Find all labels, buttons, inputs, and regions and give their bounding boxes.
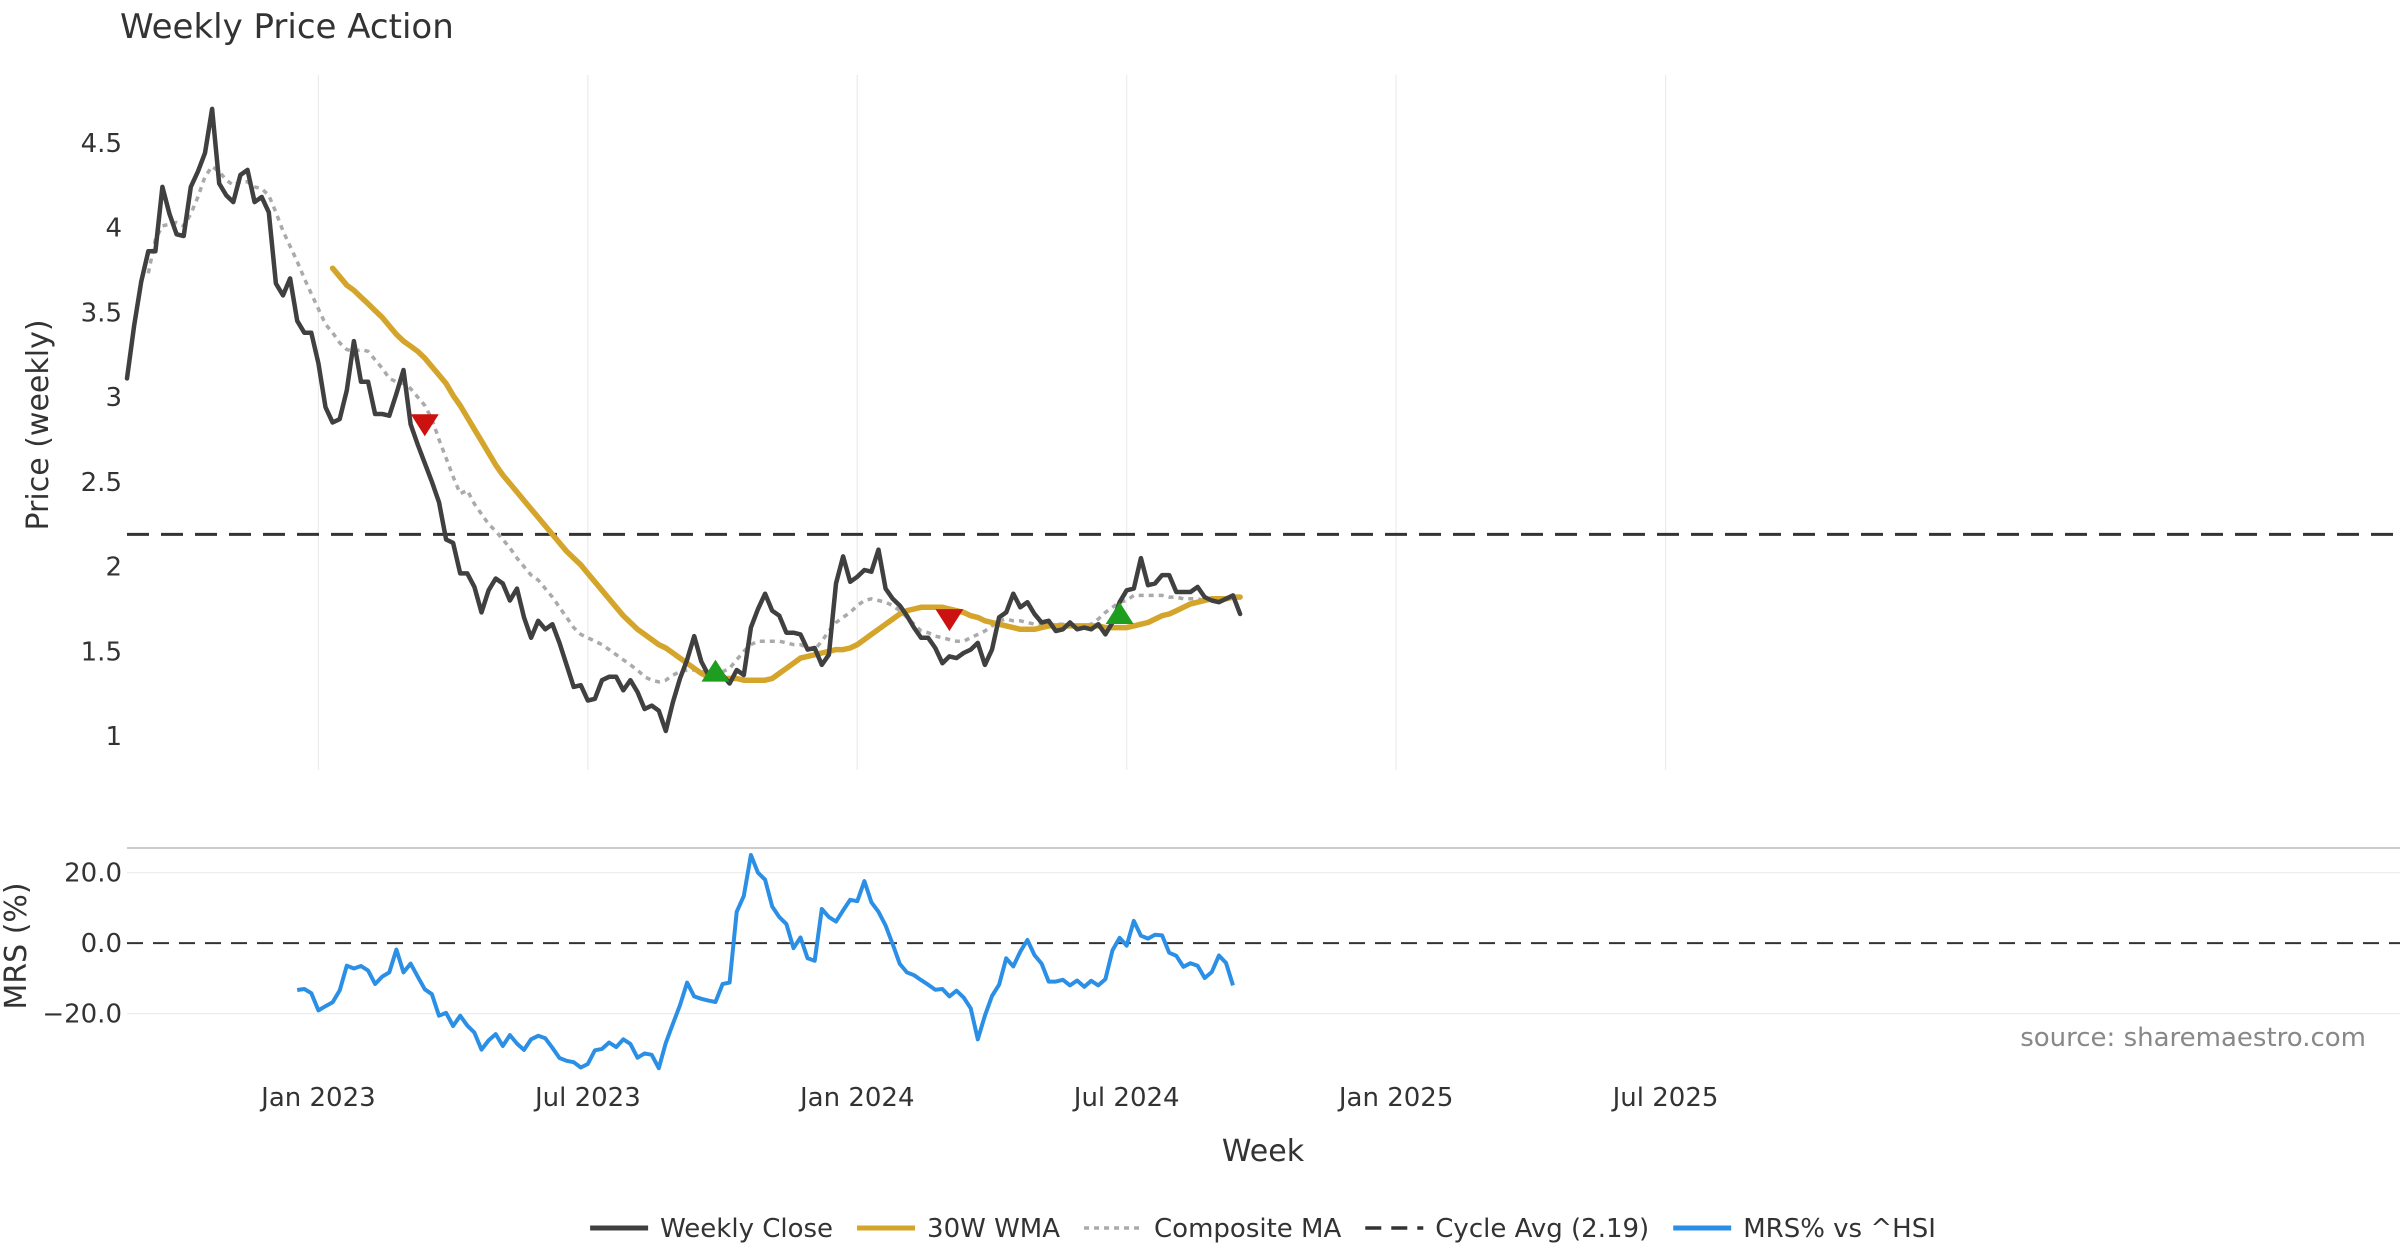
price-y-tick-label: 2.5 (81, 468, 122, 498)
price-y-tick-label: 3 (105, 383, 122, 413)
price-y-axis-label: Price (weekly) (21, 319, 56, 530)
mrs-y-tick-label: −20.0 (42, 1000, 122, 1030)
mrs-panel-grid (127, 847, 2400, 1015)
sell-signal-marker-0 (410, 414, 439, 437)
x-axis-label: Week (1222, 1134, 1305, 1169)
x-tick-label: Jul 2023 (533, 1083, 641, 1113)
mrs-series-group (296, 853, 1235, 1071)
chart-title: Weekly Price Action (120, 7, 454, 47)
composite-ma-line (146, 164, 1206, 684)
price-y-tick-label: 4 (105, 214, 122, 244)
x-tick-label: Jan 2025 (1337, 1083, 1454, 1113)
mrs-y-tick-label: 20.0 (64, 859, 122, 889)
price-panel-grid (317, 75, 1667, 770)
x-tick-label: Jan 2023 (259, 1083, 376, 1113)
source-note: source: sharemaestro.com (2020, 1023, 2366, 1053)
price-series-group (124, 106, 2400, 734)
mrs-y-tick-label: 0.0 (81, 929, 122, 959)
legend-label: MRS% vs ^HSI (1743, 1214, 1936, 1244)
price-y-ticks: 1 1.5 2 2.5 3 3.5 4 4.5 (81, 129, 122, 752)
sell-signal-marker-2 (935, 609, 964, 632)
x-tick-label: Jul 2025 (1611, 1083, 1719, 1113)
mrs-y-axis-label: MRS (%) (0, 882, 34, 1009)
price-y-tick-label: 1 (105, 722, 122, 752)
mrs-line (296, 853, 1235, 1071)
price-y-tick-label: 1.5 (81, 637, 122, 667)
x-tick-label: Jul 2024 (1072, 1083, 1180, 1113)
price-y-tick-label: 3.5 (81, 298, 122, 328)
legend: Weekly Close 30W WMA Composite MA Cycle Avg… (590, 1214, 1936, 1244)
x-tick-label: Jan 2024 (798, 1083, 915, 1113)
mrs-y-ticks: 20.0 0.0 −20.0 (42, 859, 122, 1030)
signal-markers (410, 414, 1134, 682)
legend-label: 30W WMA (927, 1214, 1060, 1244)
wma-30w-line (329, 265, 1243, 683)
legend-label: Composite MA (1154, 1214, 1341, 1244)
price-y-tick-label: 4.5 (81, 129, 122, 159)
buy-signal-marker-3 (1105, 602, 1134, 625)
weekly-close-line (124, 106, 1243, 734)
legend-label: Weekly Close (660, 1214, 833, 1244)
x-ticks: Jan 2023 Jul 2023 Jan 2024 Jul 2024 Jan 2025… (259, 1083, 1718, 1113)
price-y-tick-label: 2 (105, 553, 122, 583)
legend-label: Cycle Avg (2.19) (1435, 1214, 1649, 1244)
buy-signal-marker-1 (701, 659, 730, 682)
